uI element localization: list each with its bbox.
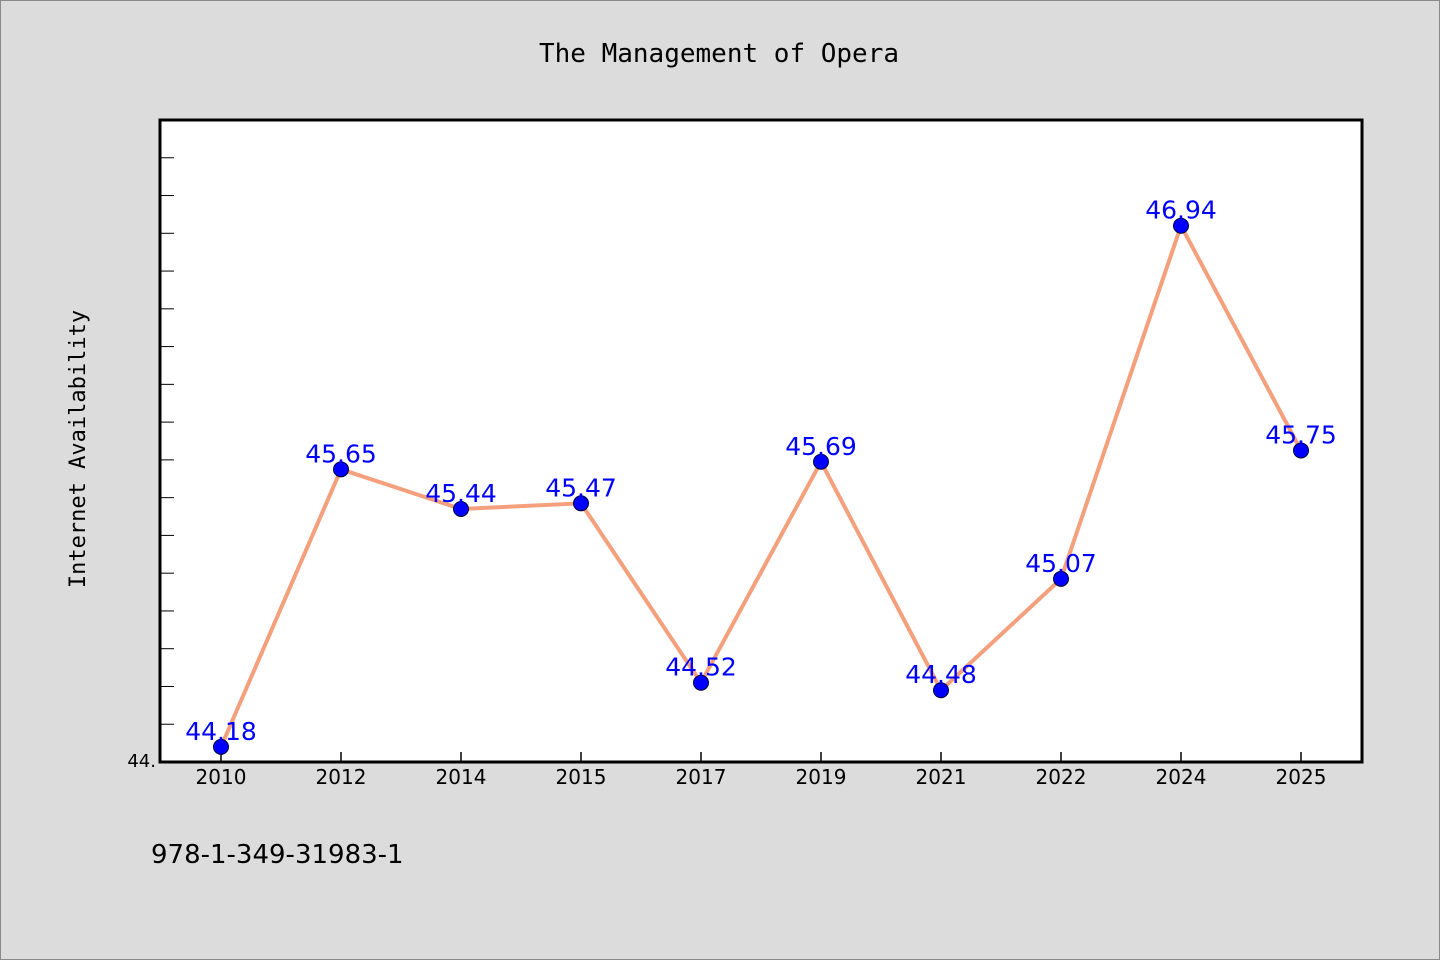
y-axis-ticks: 44. [127,157,174,772]
data-point-label: 45.75 [1265,420,1337,449]
data-markers [213,217,1309,755]
data-point-marker [453,500,469,517]
data-labels: 44.18 45.65 45.44 45.47 44.52 45.69 44.48 45.07… [185,196,1337,746]
series-line [219,223,1303,749]
x-tick-label: 2021 [916,765,967,789]
x-tick-label: 2014 [436,765,487,789]
data-point-marker [813,453,829,470]
data-point-marker [1293,442,1309,459]
data-point-marker [333,461,349,478]
x-tick-label: 2015 [556,765,607,789]
y-tick-label: 44. [127,751,156,772]
data-point-label: 44.18 [185,717,257,746]
x-tick-label: 2019 [796,765,847,789]
data-point-marker [1173,217,1189,234]
data-point-label: 45.07 [1025,549,1097,578]
x-tick-label: 2025 [1276,765,1327,789]
data-point-marker [213,738,229,755]
data-point-marker [1053,570,1069,587]
data-point-marker [933,682,949,699]
data-point-label: 46.94 [1145,196,1217,225]
data-point-label: 45.65 [305,439,377,468]
data-point-label: 44.48 [905,660,977,689]
series-line-path [219,223,1303,749]
x-tick-label: 2012 [316,765,367,789]
data-point-label: 45.47 [545,473,617,502]
data-point-label: 44.52 [665,653,737,682]
y-axis-label: Internet Availability [66,310,91,588]
chart-title: The Management of Opera [539,39,899,69]
x-tick-label: 2010 [196,765,247,789]
data-point-label: 45.69 [785,432,857,461]
x-tick-label: 2024 [1156,765,1207,789]
data-point-marker [573,495,589,512]
plot-area [158,118,1364,764]
data-point-label: 45.44 [425,479,497,508]
x-tick-label: 2017 [676,765,727,789]
x-tick-label: 2022 [1036,765,1087,789]
data-point-marker [693,674,709,691]
isbn-footer: 978-1-349-31983-1 [151,840,404,870]
